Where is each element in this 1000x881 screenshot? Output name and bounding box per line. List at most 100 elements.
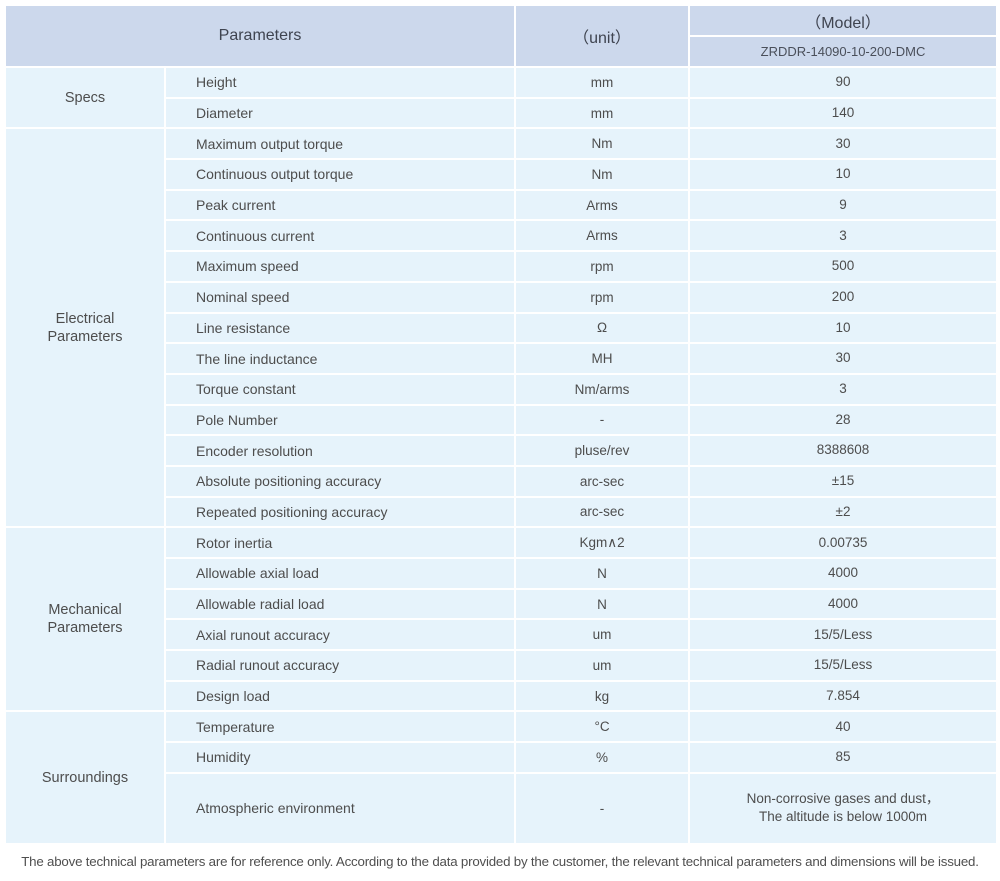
model-column-header: （Model） — [688, 4, 999, 37]
unit-value: Arms — [514, 188, 691, 222]
parameter-name: Continuous current — [163, 219, 517, 253]
model-value: 140 — [688, 96, 999, 130]
parameter-name: Line resistance — [163, 311, 517, 345]
parameter-name: Axial runout accuracy — [163, 618, 517, 652]
table-row: Radial runout accuracy um 15/5/Less — [5, 649, 999, 682]
model-value: 8388608 — [688, 434, 999, 467]
parameter-name: Temperature — [163, 710, 517, 744]
model-value: 7.854 — [688, 679, 999, 713]
parameter-name: Height — [163, 66, 517, 99]
parameters-table: Parameters （unit） （Model） ZRDDR-14090-10… — [3, 4, 999, 845]
unit-value: mm — [514, 96, 691, 130]
table-row: Mechanical Parameters Rotor inertia Kgm∧2 0… — [4, 526, 999, 713]
model-value: 10 — [688, 158, 999, 191]
table-row: Humidity% 85 — [5, 741, 999, 774]
table-row: Pole Number -28 — [5, 403, 999, 437]
header-row-2: ZRDDR-14090-10-200-DMC — [5, 35, 999, 68]
unit-value: Ω — [514, 311, 691, 345]
table-row: Allowable axial load N 4000 — [5, 557, 999, 590]
unit-value: um — [514, 618, 691, 652]
model-value: 28 — [688, 403, 999, 437]
category-cell: Mechanical Parameters — [4, 526, 166, 713]
model-value: 0.00735 — [688, 526, 999, 559]
unit-value: mm — [514, 66, 691, 99]
model-value: 500 — [688, 250, 999, 283]
table-row: Repeated positioning accuracy arc-sec ±2 — [5, 495, 999, 529]
model-value: ±2 — [688, 495, 999, 529]
unit-column-header: （unit） — [514, 4, 691, 68]
unit-value: % — [514, 741, 691, 774]
unit-value: kg — [514, 679, 691, 713]
category-cell: Electrical Parameters — [4, 127, 166, 529]
unit-value: arc-sec — [514, 464, 691, 498]
unit-value: MH — [514, 342, 691, 375]
table-row: Absolute positioning accuracy arc-sec ±15 — [5, 464, 999, 498]
unit-value: Nm — [514, 158, 691, 191]
model-value: 15/5/Less — [688, 649, 999, 682]
parameter-name: Encoder resolution — [163, 434, 517, 467]
parameter-name: Rotor inertia — [163, 526, 517, 559]
table-header: Parameters （unit） （Model） ZRDDR-14090-10… — [3, 4, 999, 68]
model-value: ±15 — [688, 464, 999, 498]
unit-value: rpm — [514, 250, 691, 283]
table-body: Specs Height mm 90 Diameter mm 140 Electrical P… — [4, 65, 999, 845]
model-value: 10 — [688, 311, 999, 345]
footer-note: The above technical parameters are for r… — [21, 853, 979, 869]
parameter-name: Allowable radial load — [163, 587, 517, 621]
model-value: 3 — [688, 219, 999, 253]
parameter-name: Pole Number — [163, 403, 517, 437]
table-row: Nominal speed rpm 200 — [5, 280, 999, 314]
model-number: ZRDDR-14090-10-200-DMC — [688, 35, 999, 68]
parameter-name: Maximum output torque — [163, 127, 517, 161]
parameter-name: Diameter — [163, 96, 517, 130]
unit-value: N — [514, 587, 691, 621]
unit-value: arc-sec — [514, 495, 691, 529]
parameter-name: Nominal speed — [163, 280, 517, 314]
parameter-name: Maximum speed — [163, 250, 517, 283]
unit-value: Arms — [514, 219, 691, 253]
table-row: Continuous output torque Nm 10 — [5, 158, 999, 191]
table-row: Electrical Parameters Maximum output torq… — [4, 127, 999, 529]
model-value: 90 — [688, 66, 999, 99]
parameter-name: Torque constant — [163, 372, 517, 406]
unit-value: pluse/rev — [514, 434, 691, 467]
parameter-name: Allowable axial load — [163, 557, 517, 590]
unit-value: N — [514, 557, 691, 590]
unit-value: um — [514, 649, 691, 682]
parameter-name: Absolute positioning accuracy — [163, 464, 517, 498]
unit-value: °C — [514, 710, 691, 744]
table-row: Peak current Arms 9 — [5, 188, 999, 222]
model-value: 200 — [688, 280, 999, 314]
table-row: The line inductance MH 30 — [5, 342, 999, 375]
unit-value: - — [514, 771, 691, 845]
unit-value: Kgm∧2 — [514, 526, 691, 559]
table-row: Specs Height mm 90 — [4, 65, 999, 130]
model-value: 15/5/Less — [688, 618, 999, 652]
model-value: Non-corrosive gases and dust， The altitu… — [688, 771, 999, 845]
model-value: 85 — [688, 741, 999, 774]
parameter-name: Peak current — [163, 188, 517, 222]
table-row: Axial runout accuracy um 15/5/Less — [5, 618, 999, 652]
unit-value: Nm/arms — [514, 372, 691, 406]
model-value: 9 — [688, 188, 999, 222]
model-value: 4000 — [688, 557, 999, 590]
parameter-name: The line inductance — [163, 342, 517, 375]
model-value: 30 — [688, 342, 999, 375]
table-row: Line resistance Ω 10 — [5, 311, 999, 345]
parameter-name: Radial runout accuracy — [163, 649, 517, 682]
parameter-name: Repeated positioning accuracy — [163, 495, 517, 529]
header-row-1: Parameters （unit） （Model） — [3, 4, 999, 68]
model-value: 4000 — [688, 587, 999, 621]
parameter-name: Continuous output torque — [163, 158, 517, 191]
table-row: Maximum speed rpm 500 — [5, 250, 999, 283]
unit-value: - — [514, 403, 691, 437]
parameter-name: Atmospheric environment — [163, 771, 517, 845]
parameter-name: Design load — [163, 679, 517, 713]
table-row: Surroundings Temperature °C 40 — [4, 710, 999, 845]
table-row: Design load kg 7.854 — [5, 679, 999, 713]
table-row: Continuous current Arms 3 — [5, 219, 999, 253]
category-cell: Specs — [4, 65, 166, 130]
parameters-column-header: Parameters — [3, 4, 517, 68]
table-row: Torque constant Nm/arms 3 — [5, 372, 999, 406]
